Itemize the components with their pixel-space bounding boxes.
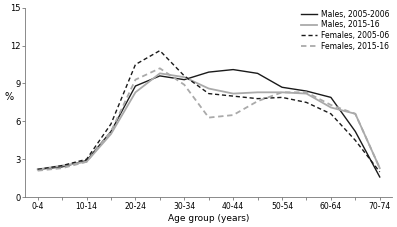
Males, 2005-2006 (231, 68, 235, 71)
Females, 2015-16 (279, 91, 284, 94)
Males, 2005-2006 (304, 90, 309, 92)
Males, 2015-16 (255, 91, 260, 94)
Females, 2005-06 (353, 139, 358, 142)
Females, 2005-06 (158, 49, 162, 52)
Females, 2015-16 (109, 130, 114, 133)
Males, 2015-16 (328, 106, 333, 109)
Females, 2005-06 (60, 164, 64, 167)
Females, 2005-06 (255, 97, 260, 100)
Females, 2015-16 (182, 83, 187, 86)
Females, 2015-16 (304, 91, 309, 94)
Females, 2005-06 (378, 170, 382, 173)
Males, 2015-16 (60, 164, 64, 167)
Females, 2015-16 (378, 167, 382, 170)
Line: Females, 2015-16: Females, 2015-16 (38, 68, 380, 171)
Females, 2005-06 (182, 74, 187, 77)
Females, 2005-06 (304, 101, 309, 104)
Females, 2015-16 (255, 100, 260, 103)
Females, 2015-16 (60, 167, 64, 170)
Line: Females, 2005-06: Females, 2005-06 (38, 51, 380, 172)
Males, 2005-2006 (378, 176, 382, 178)
Females, 2005-06 (84, 158, 89, 161)
Males, 2015-16 (133, 91, 138, 94)
Males, 2005-2006 (255, 72, 260, 75)
Females, 2015-16 (231, 114, 235, 116)
Females, 2015-16 (353, 112, 358, 115)
Males, 2005-2006 (279, 86, 284, 89)
Males, 2015-16 (231, 92, 235, 95)
Line: Males, 2005-2006: Males, 2005-2006 (38, 70, 380, 177)
Females, 2005-06 (231, 95, 235, 97)
Legend: Males, 2005-2006, Males, 2015-16, Females, 2005-06, Females, 2015-16: Males, 2005-2006, Males, 2015-16, Female… (300, 9, 390, 51)
Females, 2005-06 (206, 92, 211, 95)
Males, 2005-2006 (353, 130, 358, 133)
Males, 2005-2006 (328, 96, 333, 99)
Males, 2005-2006 (158, 74, 162, 77)
Males, 2005-2006 (60, 165, 64, 168)
Females, 2005-06 (328, 112, 333, 115)
Females, 2005-06 (35, 168, 40, 171)
Females, 2005-06 (109, 123, 114, 125)
Males, 2005-2006 (84, 159, 89, 162)
Males, 2005-2006 (206, 71, 211, 74)
Males, 2015-16 (206, 87, 211, 90)
Males, 2005-2006 (35, 168, 40, 171)
Females, 2005-06 (133, 63, 138, 66)
Males, 2015-16 (182, 76, 187, 79)
Females, 2015-16 (35, 169, 40, 172)
Males, 2015-16 (84, 160, 89, 163)
Males, 2015-16 (158, 72, 162, 75)
Males, 2015-16 (35, 168, 40, 171)
Males, 2015-16 (378, 167, 382, 170)
Females, 2015-16 (84, 160, 89, 163)
Line: Males, 2015-16: Males, 2015-16 (38, 73, 380, 169)
Males, 2015-16 (109, 133, 114, 135)
Females, 2015-16 (158, 67, 162, 70)
Males, 2005-2006 (182, 78, 187, 81)
Females, 2005-06 (279, 96, 284, 99)
Females, 2015-16 (206, 116, 211, 119)
Males, 2015-16 (353, 112, 358, 115)
Males, 2005-2006 (109, 130, 114, 133)
Females, 2015-16 (133, 78, 138, 81)
Y-axis label: %: % (4, 92, 13, 102)
X-axis label: Age group (years): Age group (years) (168, 214, 249, 223)
Females, 2015-16 (328, 104, 333, 106)
Males, 2015-16 (304, 92, 309, 95)
Males, 2005-2006 (133, 85, 138, 87)
Males, 2015-16 (279, 91, 284, 94)
